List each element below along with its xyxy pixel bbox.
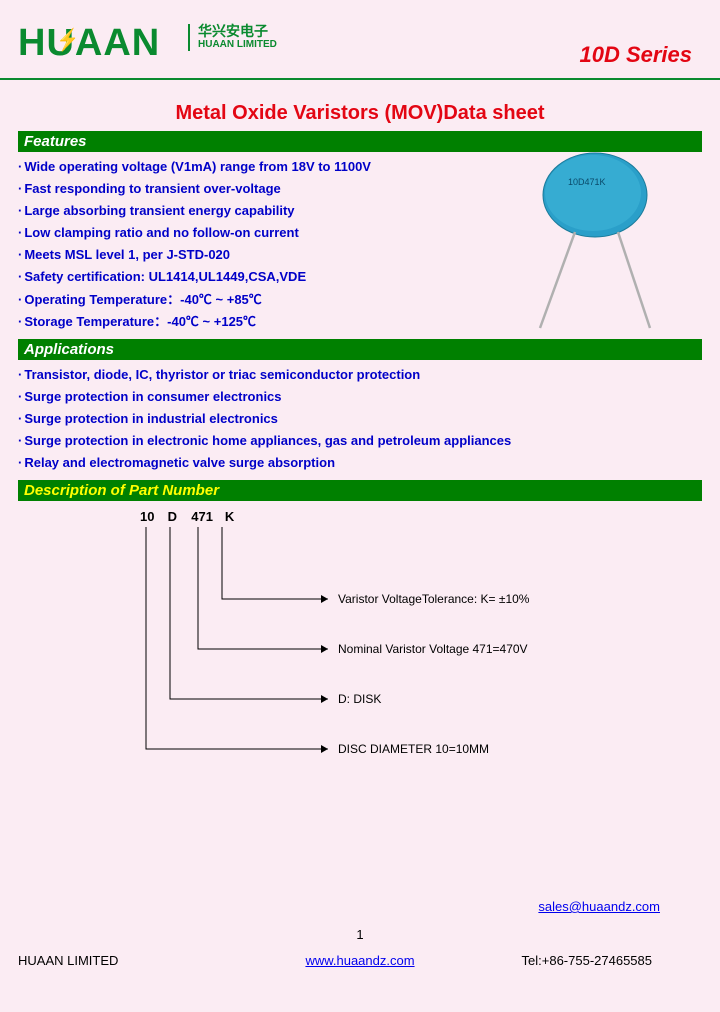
part-number-diagram: 10 D 471 K Varistor VoltageTolerance: K=… bbox=[18, 509, 702, 799]
page-title: Metal Oxide Varistors (MOV)Data sheet bbox=[0, 102, 720, 125]
applications-list: Transistor, diode, IC, thyristor or tria… bbox=[18, 364, 702, 474]
application-item: Surge protection in consumer electronics bbox=[18, 386, 702, 408]
website-link[interactable]: www.huaandz.com bbox=[305, 953, 414, 968]
company-block: 华兴安电子 HUAAN LIMITED bbox=[188, 24, 277, 51]
footer-tel: Tel:+86-755-27465585 bbox=[522, 953, 652, 968]
label-voltage: Nominal Varistor Voltage 471=470V bbox=[338, 642, 528, 656]
component-illustration: 10D471K bbox=[520, 150, 680, 330]
bolt-icon: ⚡ bbox=[56, 28, 79, 53]
applications-heading: Applications bbox=[18, 339, 702, 360]
email-link[interactable]: sales@huaandz.com bbox=[538, 899, 660, 914]
logo-block: HU⚡AAN bbox=[18, 22, 160, 65]
series-label: 10D Series bbox=[579, 42, 692, 68]
svg-text:10D471K: 10D471K bbox=[568, 177, 606, 187]
chinese-name: 华兴安电子 bbox=[198, 24, 277, 39]
logo-text: HU⚡AAN bbox=[18, 22, 160, 64]
company-name-small: HUAAN LIMITED bbox=[198, 39, 277, 51]
datasheet-page: HU⚡AAN 华兴安电子 HUAAN LIMITED 10D Series Me… bbox=[0, 0, 720, 1012]
label-diameter: DISC DIAMETER 10=10MM bbox=[338, 742, 489, 756]
features-heading: Features bbox=[18, 131, 702, 152]
part-desc-heading: Description of Part Number bbox=[18, 480, 702, 501]
label-disk: D: DISK bbox=[338, 692, 381, 706]
application-item: Surge protection in industrial electroni… bbox=[18, 408, 702, 430]
application-item: Transistor, diode, IC, thyristor or tria… bbox=[18, 364, 702, 386]
application-item: Surge protection in electronic home appl… bbox=[18, 430, 702, 452]
header-divider bbox=[0, 78, 720, 80]
page-number: 1 bbox=[356, 927, 363, 942]
footer-company: HUAAN LIMITED bbox=[18, 953, 118, 968]
application-item: Relay and electromagnetic valve surge ab… bbox=[18, 452, 702, 474]
header: HU⚡AAN 华兴安电子 HUAAN LIMITED 10D Series bbox=[0, 0, 720, 84]
footer-row: HUAAN LIMITED www.huaandz.com Tel:+86-75… bbox=[18, 953, 702, 968]
label-tolerance: Varistor VoltageTolerance: K= ±10% bbox=[338, 592, 529, 606]
